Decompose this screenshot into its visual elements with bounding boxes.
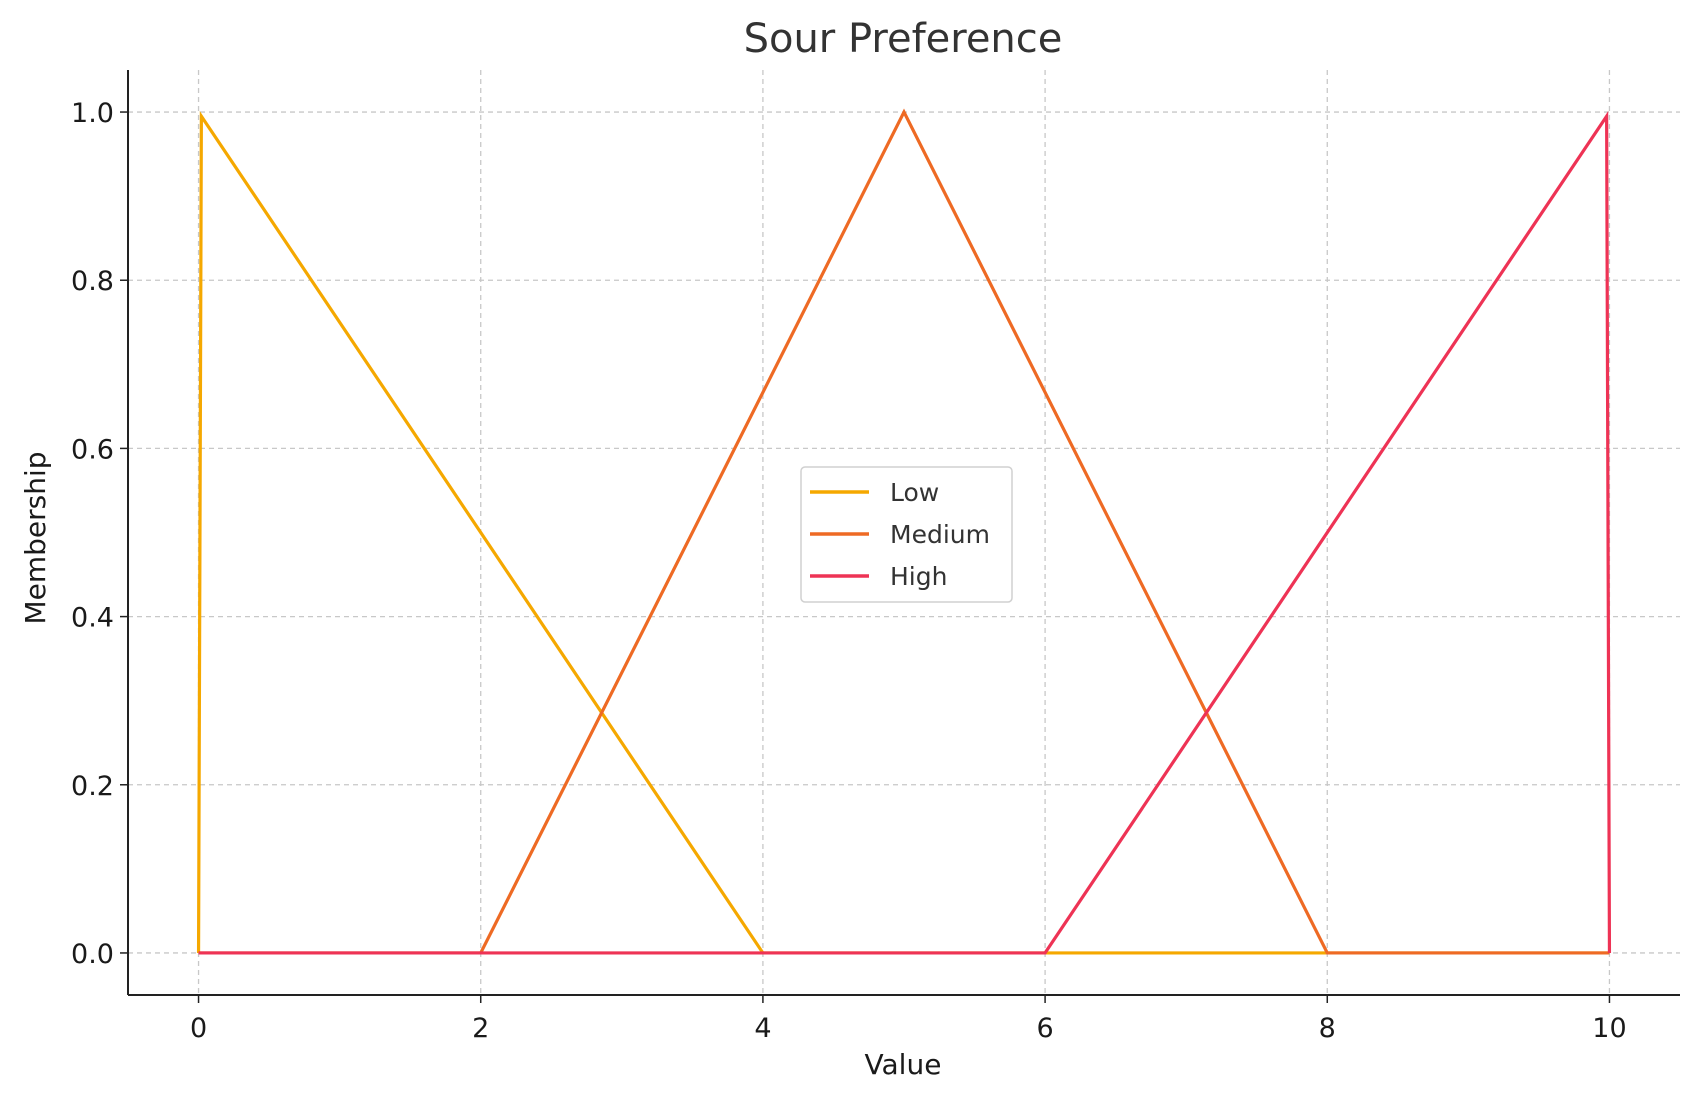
y-tick-label: 0.4 [71,603,114,634]
x-tick-label: 2 [472,1013,489,1044]
y-tick-label: 0.8 [71,266,114,297]
x-tick-label: 10 [1592,1013,1626,1044]
series-line-high [198,111,1612,955]
y-tick-label: 0.2 [71,771,114,802]
x-tick-label: 6 [1036,1013,1053,1044]
legend-label: Low [890,478,939,507]
y-tick-label: 0.0 [71,939,114,970]
legend-box [800,466,1013,603]
legend-label: Medium [890,520,990,549]
legend-label: High [890,562,947,591]
y-axis-label: Membership [19,451,52,624]
y-tick-label: 1.0 [71,98,114,129]
series-line-low [196,111,1610,955]
y-tick-label: 0.6 [71,434,114,465]
series-layer [196,108,1612,955]
axes [127,70,1680,996]
x-tick-label: 0 [190,1013,207,1044]
x-tick-label: 8 [1319,1013,1336,1044]
x-ticks: 0 2 4 6 8 10 [190,995,1627,1044]
chart-title: Sour Preference [744,16,1063,62]
y-ticks: 0.0 0.2 0.4 0.6 0.8 1.0 [71,98,128,970]
x-axis-label: Value [865,1048,942,1081]
x-tick-label: 4 [754,1013,771,1044]
legend: Low Medium High [800,466,1013,603]
